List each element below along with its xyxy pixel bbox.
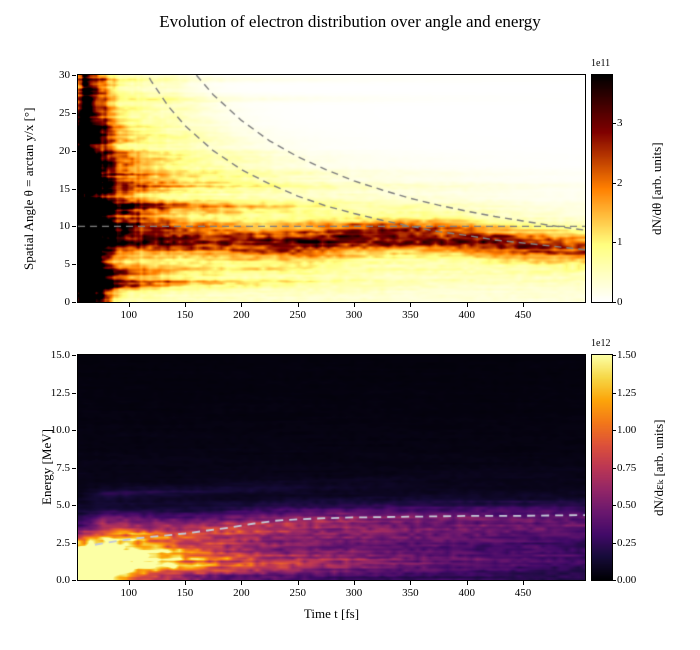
y-tick-label: 15 bbox=[59, 182, 70, 195]
x-tick-label: 450 bbox=[514, 309, 532, 321]
x-tick-label: 150 bbox=[176, 587, 194, 599]
x-tick-label: 200 bbox=[233, 587, 250, 599]
energy-colorbar-canvas bbox=[592, 355, 612, 580]
y-tick-label: 30 bbox=[59, 69, 70, 81]
x-tick-mark bbox=[297, 581, 299, 585]
y-tick-mark bbox=[72, 505, 76, 506]
y-tick-mark bbox=[72, 542, 76, 544]
x-tick-mark bbox=[523, 303, 525, 307]
figure-title: Evolution of electron distribution over … bbox=[159, 12, 541, 31]
y-tick-label: 5 bbox=[64, 258, 71, 271]
y-tick-label: 20 bbox=[59, 144, 70, 157]
y-tick-label: 0 bbox=[64, 296, 71, 308]
x-tick-mark bbox=[410, 581, 412, 585]
x-tick-label: 100 bbox=[120, 587, 137, 599]
angle-axes bbox=[77, 74, 586, 303]
x-tick-label: 400 bbox=[458, 587, 475, 599]
x-tick-label: 200 bbox=[233, 309, 250, 321]
x-tick-mark bbox=[128, 581, 130, 585]
colorbar-tick-mark bbox=[613, 242, 616, 244]
colorbar-tick-mark bbox=[613, 467, 616, 469]
angle-y-axis-label: Spatial Angle θ = arctan y/x [°] bbox=[21, 107, 36, 270]
angle-colorbar bbox=[591, 74, 613, 303]
angle-colorbar-label: dN/dθ [arb. units] bbox=[649, 142, 664, 235]
energy-colorbar-label: dN/dεₖ [arb. units] bbox=[651, 419, 666, 516]
colorbar-tick-label: 2 bbox=[617, 176, 623, 189]
angle-heatmap-canvas bbox=[78, 75, 585, 302]
y-tick-mark bbox=[72, 467, 76, 469]
x-tick-mark bbox=[523, 581, 525, 585]
colorbar-tick-label: 1.50 bbox=[617, 349, 637, 361]
colorbar-tick-mark bbox=[613, 355, 616, 356]
colorbar-tick-mark bbox=[613, 302, 616, 303]
x-tick-label: 100 bbox=[120, 309, 137, 321]
colorbar-tick-mark bbox=[613, 182, 616, 184]
energy-y-axis-label: Energy [MeV] bbox=[39, 429, 54, 506]
x-tick-label: 250 bbox=[289, 309, 306, 321]
x-tick-label: 250 bbox=[289, 587, 306, 599]
y-tick-mark bbox=[72, 302, 76, 303]
colorbar-tick-label: 1.00 bbox=[617, 424, 637, 436]
y-tick-label: 25 bbox=[59, 106, 70, 119]
colorbar-tick-mark bbox=[613, 505, 616, 506]
x-tick-label: 350 bbox=[402, 309, 419, 321]
y-tick-label: 10 bbox=[59, 220, 70, 233]
colorbar-tick-mark bbox=[613, 542, 616, 544]
x-tick-mark bbox=[128, 303, 130, 307]
y-tick-mark bbox=[72, 188, 76, 190]
x-tick-mark bbox=[241, 303, 243, 307]
colorbar-tick-mark bbox=[613, 430, 616, 431]
x-tick-label: 300 bbox=[345, 587, 363, 599]
colorbar-tick-label: 1.25 bbox=[617, 386, 637, 399]
x-tick-label: 150 bbox=[176, 309, 194, 321]
energy-colorbar-scale: 1e12 bbox=[591, 338, 611, 349]
y-tick-mark bbox=[72, 355, 76, 356]
y-tick-mark bbox=[72, 112, 76, 114]
x-tick-label: 400 bbox=[458, 309, 475, 321]
colorbar-tick-mark bbox=[613, 580, 616, 581]
x-tick-label: 300 bbox=[345, 309, 363, 321]
y-tick-mark bbox=[72, 580, 76, 581]
x-tick-mark bbox=[354, 581, 356, 585]
x-tick-label: 350 bbox=[402, 587, 419, 599]
energy-colorbar bbox=[591, 354, 613, 581]
angle-colorbar-scale: 1e11 bbox=[591, 58, 611, 69]
colorbar-tick-mark bbox=[613, 122, 616, 124]
colorbar-tick-label: 0.75 bbox=[617, 461, 637, 474]
x-tick-mark bbox=[185, 581, 187, 585]
x-tick-mark bbox=[241, 581, 243, 585]
x-tick-mark bbox=[466, 581, 468, 585]
x-tick-mark bbox=[410, 303, 412, 307]
y-tick-mark bbox=[72, 392, 76, 394]
colorbar-tick-label: 0 bbox=[617, 296, 623, 308]
y-tick-mark bbox=[72, 226, 76, 228]
x-tick-mark bbox=[297, 303, 299, 307]
colorbar-tick-label: 3 bbox=[617, 116, 623, 129]
x-tick-mark bbox=[466, 303, 468, 307]
y-tick-mark bbox=[72, 264, 76, 266]
x-tick-mark bbox=[354, 303, 356, 307]
y-tick-mark bbox=[72, 75, 76, 76]
x-tick-label: 450 bbox=[514, 587, 532, 599]
angle-colorbar-canvas bbox=[592, 75, 612, 302]
colorbar-tick-mark bbox=[613, 392, 616, 394]
y-tick-mark bbox=[72, 150, 76, 152]
colorbar-tick-label: 1 bbox=[617, 236, 623, 249]
energy-heatmap-canvas bbox=[78, 355, 585, 580]
energy-axes bbox=[77, 354, 586, 581]
y-tick-mark bbox=[72, 430, 76, 431]
x-axis-label: Time t [fs] bbox=[303, 606, 360, 621]
x-tick-mark bbox=[185, 303, 187, 307]
colorbar-tick-label: 0.25 bbox=[617, 536, 637, 549]
colorbar-tick-label: 0.50 bbox=[617, 499, 637, 511]
colorbar-tick-label: 0.00 bbox=[617, 574, 637, 586]
